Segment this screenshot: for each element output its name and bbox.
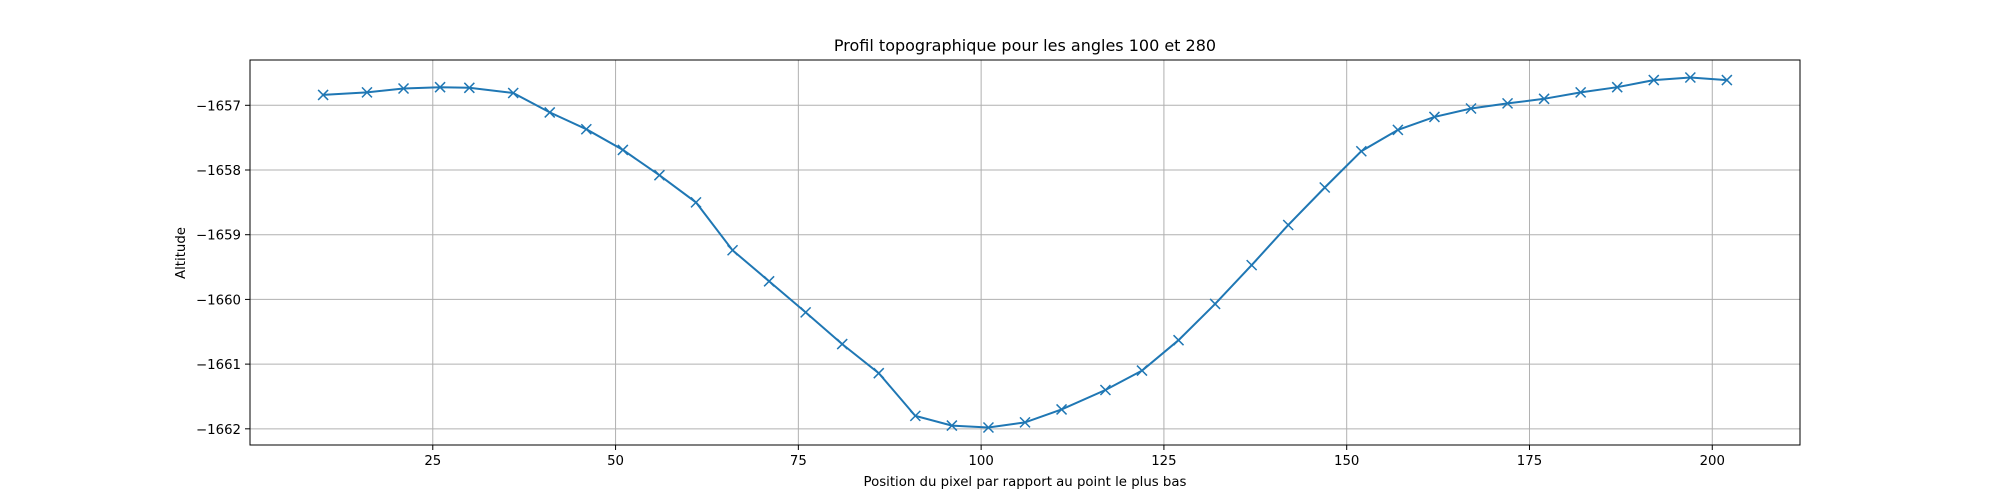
data-point-marker <box>1648 74 1660 86</box>
data-point-marker <box>1465 102 1477 115</box>
data-point-marker <box>1136 365 1148 377</box>
data-point-marker <box>507 87 519 99</box>
data-point-marker <box>763 275 775 287</box>
x-tick-label: 150 <box>1334 454 1359 469</box>
data-point-marker <box>1056 403 1068 415</box>
data-point-marker <box>909 410 921 422</box>
chart-title: Profil topographique pour les angles 100… <box>834 36 1216 55</box>
y-tick-label: −1659 <box>196 229 241 244</box>
data-point-marker <box>1684 71 1696 84</box>
series-layer <box>317 71 1733 434</box>
data-point-marker <box>544 106 556 118</box>
tick-layer: 25 50 75 100 125 150 175 200 −1662 −1661 −1660 −165… <box>196 99 1725 469</box>
data-point-marker <box>1355 145 1367 157</box>
plot-frame <box>249 59 1801 446</box>
x-tick-label: 25 <box>424 454 441 469</box>
data-point-marker <box>463 82 475 94</box>
grid-layer <box>250 60 1800 445</box>
y-tick-label: −1660 <box>196 293 241 308</box>
y-tick-label: −1661 <box>196 358 241 373</box>
data-point-marker <box>982 421 994 434</box>
data-point-marker <box>1721 74 1733 86</box>
data-point-marker <box>617 144 629 156</box>
data-point-marker <box>1502 97 1514 109</box>
data-point-marker <box>1246 259 1258 271</box>
data-point-marker <box>946 420 958 432</box>
data-point-marker <box>317 89 329 101</box>
data-point-marker <box>653 169 665 181</box>
data-point-marker <box>398 82 410 95</box>
data-point-marker <box>1282 219 1294 231</box>
data-point-marker <box>800 306 812 318</box>
data-point-marker <box>1538 93 1550 105</box>
data-point-marker <box>690 196 702 208</box>
x-tick-label: 75 <box>790 454 807 469</box>
x-tick-label: 200 <box>1700 454 1725 469</box>
y-axis-label: Altitude <box>174 227 189 279</box>
x-axis-label: Position du pixel par rapport au point l… <box>864 475 1187 490</box>
y-tick-label: −1662 <box>196 423 241 438</box>
data-point-marker <box>873 367 885 379</box>
data-point-marker <box>580 123 592 135</box>
y-tick-label: −1657 <box>196 99 241 114</box>
data-point-marker <box>1173 334 1185 346</box>
data-point-marker <box>1209 298 1221 310</box>
y-tick-label: −1658 <box>196 164 241 179</box>
data-point-marker <box>836 338 848 350</box>
data-point-marker <box>1019 416 1031 428</box>
x-tick-label: 50 <box>607 454 624 469</box>
data-point-marker <box>434 81 446 93</box>
data-point-marker <box>1392 124 1404 136</box>
data-point-marker <box>1319 181 1331 194</box>
data-point-marker <box>1099 384 1111 396</box>
series-line <box>323 76 1727 429</box>
data-point-marker <box>1575 86 1587 98</box>
x-tick-label: 100 <box>968 454 993 469</box>
x-tick-label: 125 <box>1151 454 1176 469</box>
data-point-marker <box>1611 81 1623 93</box>
data-point-marker <box>361 86 373 98</box>
data-point-marker <box>727 244 739 256</box>
data-point-marker <box>1428 111 1440 123</box>
x-tick-label: 175 <box>1517 454 1542 469</box>
